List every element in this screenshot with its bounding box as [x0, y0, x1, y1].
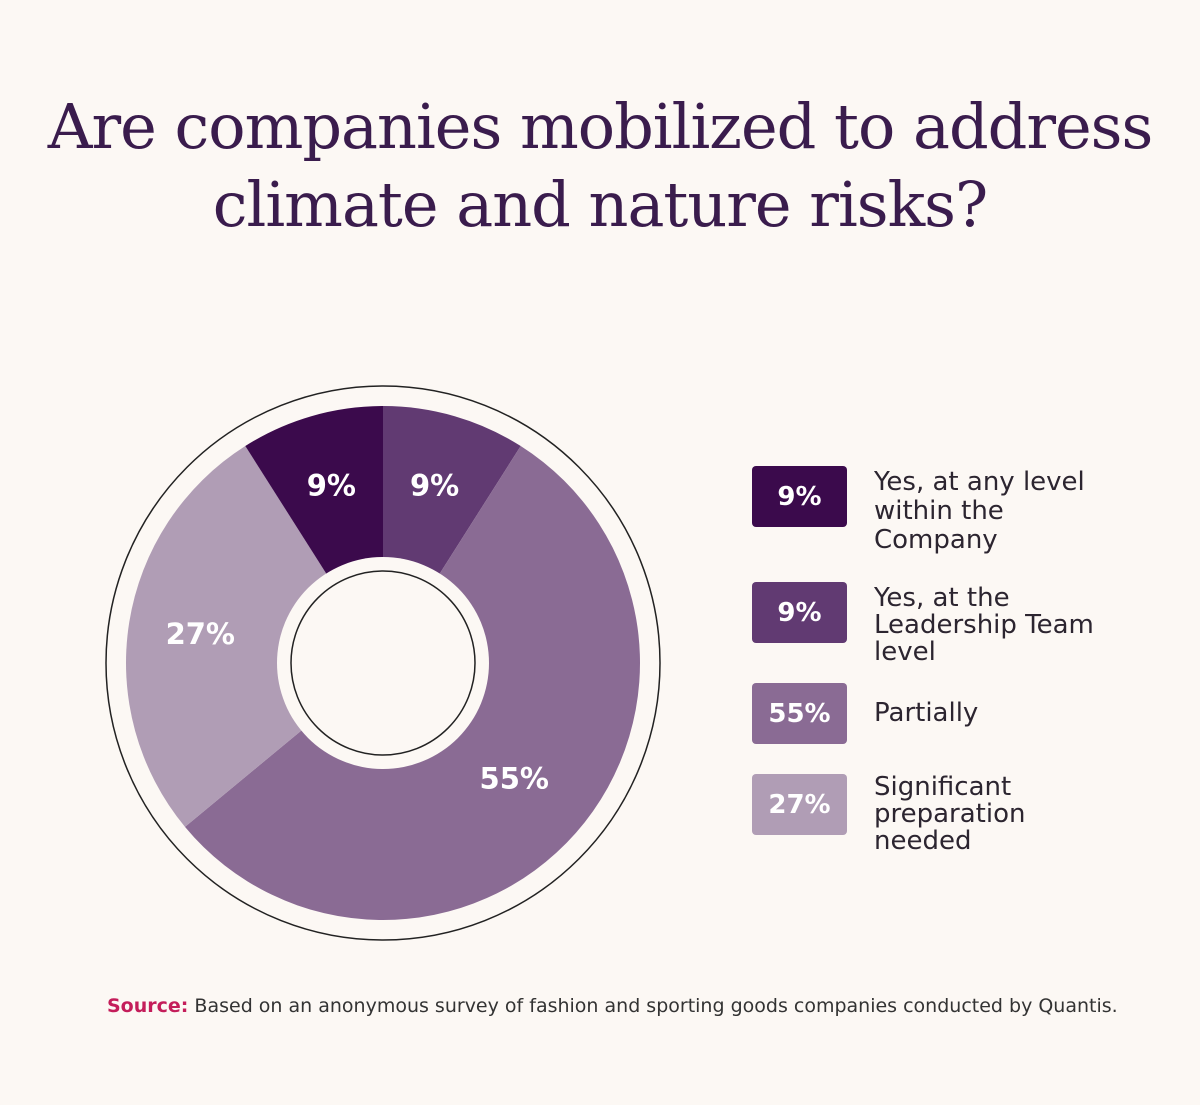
source-label: Source: — [107, 995, 189, 1017]
legend-swatch: 55% — [752, 683, 847, 744]
legend-item: 27% Significant preparation needed — [752, 774, 1025, 855]
legend-swatch: 9% — [752, 466, 847, 527]
legend-item: 9% Yes, at the Leadership Team level — [752, 582, 1094, 666]
inner-ring — [290, 570, 476, 756]
source-text: Based on an anonymous survey of fashion … — [188, 995, 1118, 1017]
legend-label: Partially — [874, 698, 979, 728]
slice-label: 9% — [307, 468, 356, 502]
legend-item: 9% Yes, at any level within the Company — [752, 466, 1085, 555]
legend-swatch: 9% — [752, 582, 847, 643]
legend-item: 55% Partially — [752, 683, 978, 744]
slice-label: 9% — [410, 468, 459, 502]
pie-slice — [125, 446, 383, 827]
outer-ring — [105, 385, 661, 941]
legend-label: Significant preparation needed — [874, 772, 1026, 856]
legend-label: Yes, at the Leadership Team level — [874, 583, 1094, 667]
source-note: Source: Based on an anonymous survey of … — [107, 995, 1118, 1017]
chart-title: Are companies mobilized to address clima… — [47, 90, 1154, 241]
legend-swatch: 27% — [752, 774, 847, 835]
slice-label: 27% — [166, 617, 235, 651]
slice-label: 55% — [480, 762, 549, 796]
legend-label: Yes, at any level within the Company — [874, 467, 1085, 555]
